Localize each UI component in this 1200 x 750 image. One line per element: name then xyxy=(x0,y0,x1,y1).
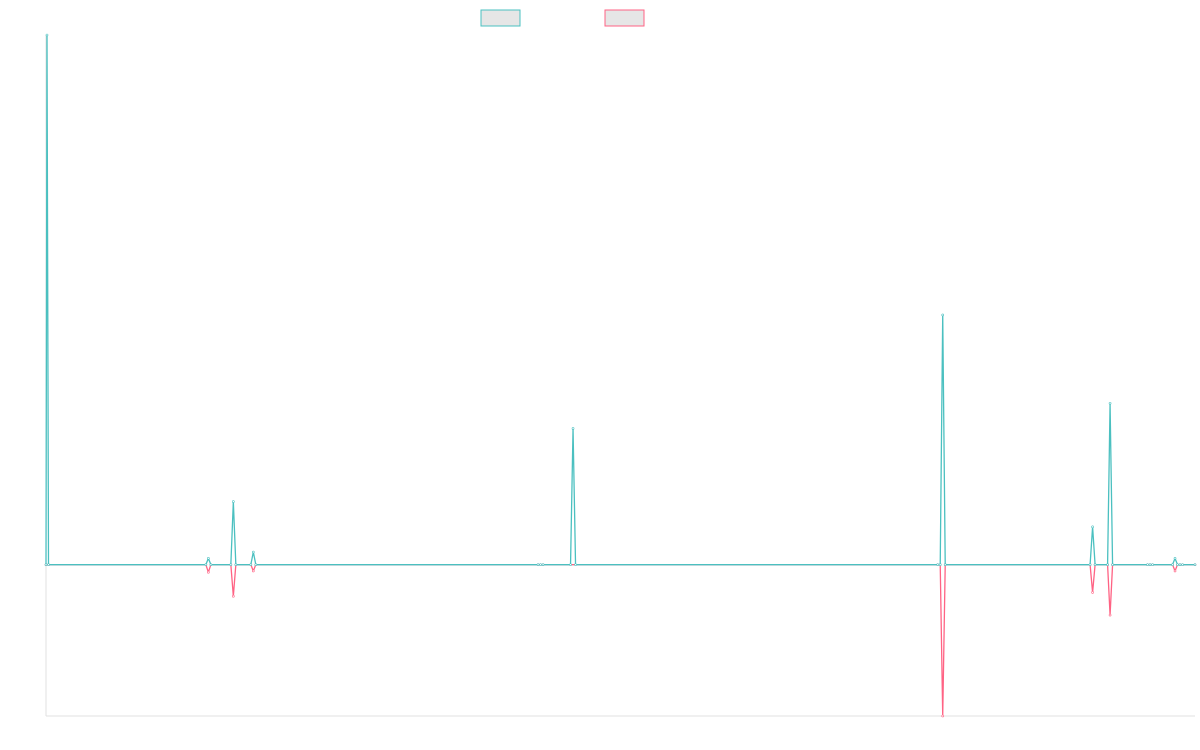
series-a-point[interactable] xyxy=(943,563,947,566)
series-b xyxy=(44,563,1197,718)
series-layer xyxy=(44,33,1197,718)
series-a xyxy=(44,33,1197,566)
series-a-point[interactable] xyxy=(1151,563,1154,566)
series-b-point[interactable] xyxy=(232,594,235,598)
series-a-point[interactable] xyxy=(234,563,238,566)
series-a-point[interactable] xyxy=(1181,563,1184,566)
series-a-point[interactable] xyxy=(1148,563,1152,566)
series-b-point[interactable] xyxy=(1091,591,1094,594)
series-a-point[interactable] xyxy=(229,563,233,566)
series-a-point[interactable] xyxy=(1178,563,1182,566)
series-a-point[interactable] xyxy=(232,500,235,503)
series-a-point[interactable] xyxy=(1173,557,1177,560)
series-a-line xyxy=(45,34,1195,566)
series-a-point[interactable] xyxy=(541,563,545,566)
series-b-point[interactable] xyxy=(207,570,210,574)
series-a-point[interactable] xyxy=(571,427,575,430)
series-a-point[interactable] xyxy=(209,563,213,566)
series-a-point[interactable] xyxy=(1108,401,1112,405)
series-b-point[interactable] xyxy=(1173,569,1177,573)
legend-swatch-series-a[interactable] xyxy=(480,9,521,27)
series-a-point[interactable] xyxy=(539,563,542,566)
series-a-point[interactable] xyxy=(536,563,540,566)
legend-swatch-series-b[interactable] xyxy=(604,9,645,27)
series-b-point[interactable] xyxy=(252,569,255,573)
series-a-point[interactable] xyxy=(1111,563,1114,566)
series-b-point[interactable] xyxy=(941,714,945,718)
series-a-point[interactable] xyxy=(1176,563,1179,566)
series-a-point[interactable] xyxy=(941,313,945,317)
series-a-point[interactable] xyxy=(1193,563,1197,566)
axes xyxy=(45,35,1195,717)
series-a-point[interactable] xyxy=(938,563,942,566)
series-a-point[interactable] xyxy=(45,33,49,37)
series-b-point[interactable] xyxy=(1108,613,1112,617)
series-a-point[interactable] xyxy=(1106,563,1109,566)
series-b-line xyxy=(46,564,1195,717)
series-a-point[interactable] xyxy=(207,557,210,560)
series-a-point[interactable] xyxy=(569,563,572,566)
series-a-point[interactable] xyxy=(574,563,577,566)
series-a-point[interactable] xyxy=(1091,525,1094,529)
series-a-point[interactable] xyxy=(204,563,208,566)
series-a-point[interactable] xyxy=(44,563,48,566)
series-a-point[interactable] xyxy=(1171,563,1174,566)
series-a-point[interactable] xyxy=(1146,563,1149,566)
series-a-point[interactable] xyxy=(1093,563,1097,566)
series-a-point[interactable] xyxy=(252,550,255,554)
series-a-point[interactable] xyxy=(47,563,50,566)
series-a-point[interactable] xyxy=(936,563,940,566)
series-a-point[interactable] xyxy=(249,563,253,566)
series-a-point[interactable] xyxy=(254,563,258,566)
legend xyxy=(480,9,645,27)
series-a-point[interactable] xyxy=(1088,563,1092,566)
